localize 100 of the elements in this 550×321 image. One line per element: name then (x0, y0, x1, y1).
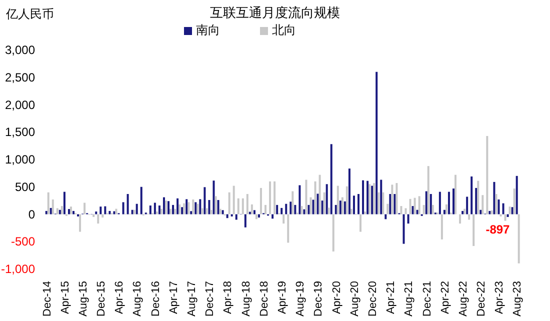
bar (186, 199, 188, 214)
bar (508, 206, 511, 214)
bar (70, 206, 72, 214)
bar (341, 197, 344, 214)
bar (232, 186, 235, 214)
bar (366, 180, 369, 214)
bar (493, 182, 496, 214)
bar (199, 199, 202, 214)
bar (210, 210, 212, 214)
x-tick-label: Dec-18 (258, 281, 270, 316)
bar (181, 207, 184, 214)
bar (516, 176, 518, 214)
bar (305, 180, 308, 214)
y-axis-title: 亿人民币 (6, 6, 54, 23)
bar (330, 144, 332, 214)
bar (154, 202, 156, 214)
x-tick-label: Dec-19 (312, 281, 325, 316)
bar (102, 214, 104, 218)
x-tick-label: Aug-15 (77, 281, 90, 316)
bar (314, 181, 316, 214)
bar (258, 214, 260, 218)
bar (486, 136, 488, 214)
chart-title: 互联互通月度流向规模 (210, 5, 340, 20)
bar (373, 183, 376, 214)
bar (336, 186, 339, 214)
bar (272, 214, 274, 219)
bar (58, 210, 61, 214)
bar (414, 198, 416, 214)
bar (303, 209, 306, 214)
bar (104, 206, 106, 214)
bar (466, 196, 468, 214)
bar (214, 196, 217, 214)
y-tick-label: 2,000 (4, 98, 36, 112)
legend-label: 北向 (272, 23, 296, 37)
x-tick-label: Apr-16 (114, 281, 126, 314)
y-tick-label: 1,000 (4, 152, 36, 166)
bar (518, 214, 520, 264)
bar (204, 187, 206, 214)
x-tick-label: Apr-17 (168, 281, 180, 314)
bar (244, 214, 246, 228)
bar (280, 208, 283, 214)
bar (362, 180, 364, 214)
bar (480, 210, 482, 214)
bar (84, 202, 86, 214)
bar (56, 208, 58, 214)
y-tick-label: 500 (14, 180, 36, 194)
bar (178, 204, 181, 214)
bar (321, 200, 324, 214)
bar (100, 206, 102, 214)
x-tick-label: Dec-16 (150, 281, 162, 316)
bar (170, 208, 172, 214)
bar (400, 206, 402, 214)
bar (506, 214, 509, 217)
bar (248, 212, 251, 214)
bar (183, 203, 186, 214)
bar (396, 183, 398, 214)
bar (459, 214, 462, 224)
bar (162, 197, 165, 214)
bar (298, 185, 301, 214)
bar (477, 180, 480, 214)
bar (427, 166, 430, 214)
bar (168, 201, 170, 214)
bar (97, 214, 100, 224)
y-tick-label: 1,500 (4, 125, 36, 140)
bar (371, 186, 374, 214)
x-tick-label: Dec-17 (204, 281, 216, 316)
bar (217, 200, 220, 214)
x-tick-label: Dec-20 (366, 281, 379, 316)
bar (282, 214, 285, 224)
bar (323, 192, 326, 214)
bar (513, 188, 516, 214)
bar (502, 203, 504, 214)
bar (443, 210, 446, 214)
x-tick-label: Apr-21 (385, 281, 398, 314)
bar (394, 194, 396, 214)
bar (364, 212, 366, 214)
bar (60, 206, 63, 214)
x-tick-label: Apr-18 (222, 281, 234, 314)
x-tick-label: Aug-23 (512, 281, 524, 316)
bar (386, 204, 389, 214)
bar (344, 201, 346, 214)
bar (95, 212, 98, 214)
x-tick-label: Dec-22 (476, 281, 488, 316)
bar (332, 214, 334, 252)
bar (219, 208, 222, 214)
bar (160, 208, 162, 214)
x-tick-label: Apr-23 (494, 281, 506, 314)
bar (378, 192, 380, 214)
bar (422, 204, 425, 214)
bar (201, 208, 204, 214)
x-tick-label: Dec-14 (41, 281, 54, 316)
bar (276, 204, 278, 214)
bar (140, 186, 142, 214)
bar (352, 196, 355, 214)
bar (310, 197, 312, 214)
x-tick-label: Dec-15 (96, 281, 108, 316)
bar (45, 210, 48, 214)
bar (72, 210, 75, 214)
bar (402, 214, 405, 244)
bar (190, 211, 192, 214)
